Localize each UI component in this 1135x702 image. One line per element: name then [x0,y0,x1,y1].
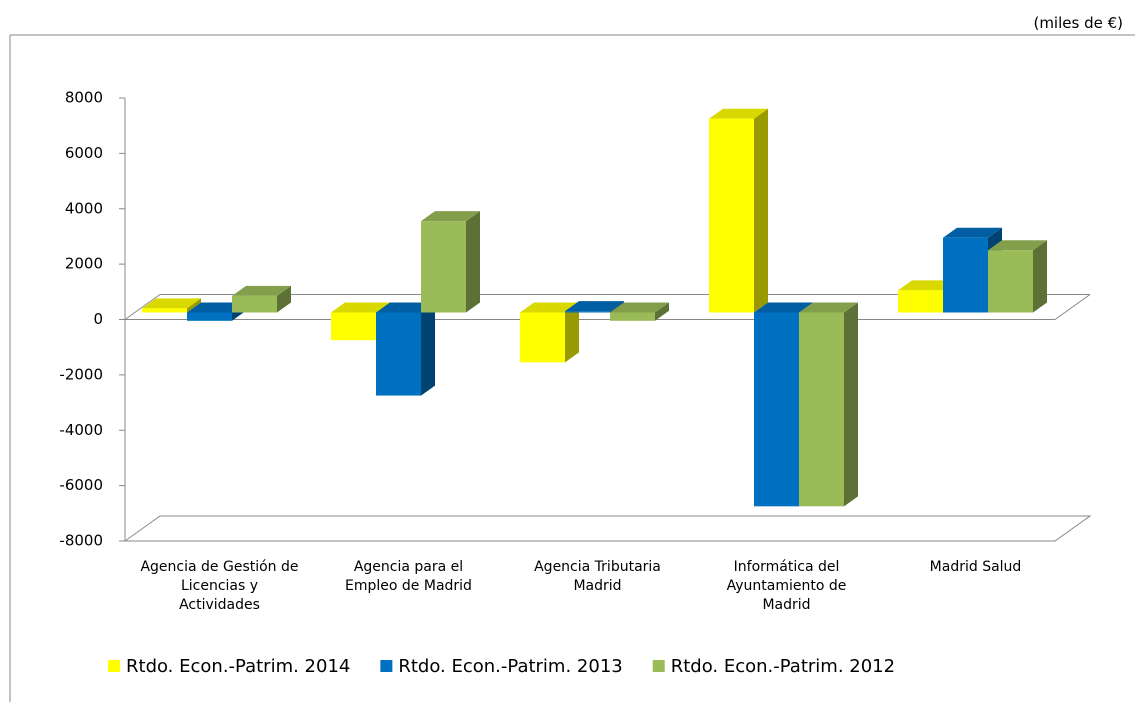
legend-label: Rtdo. Econ.-Patrim. 2014 [126,656,350,677]
bar-top [799,302,858,313]
x-tick-label: Agencia de Gestión de Licencias y Activi… [140,559,299,613]
bar [331,312,376,341]
bar-top [610,302,669,313]
bar [799,312,844,507]
bar-side [754,108,768,313]
chart-border [9,34,1135,702]
bar-top [421,211,480,222]
bar-top [232,285,291,296]
bar-side [565,302,579,363]
bar-side [610,301,624,313]
legend-label: Rtdo. Econ.-Patrim. 2012 [671,656,895,677]
bar-top [988,240,1047,251]
bar-top [709,108,768,119]
y-tick-label: 2000 [65,255,103,273]
bar-top [376,302,435,313]
bar-side [466,211,480,313]
legend-label: Rtdo. Econ.-Patrim. 2013 [398,656,622,677]
bar-top [331,302,390,313]
bar-top [187,302,246,313]
bar [232,295,277,313]
unit-note: (miles de €) [1033,14,1123,32]
legend-swatch [108,660,120,672]
bar-side [655,302,669,321]
x-tick-label: Agencia para el Empleo de Madrid [345,559,472,594]
y-tick-label: 8000 [65,89,103,107]
bar [898,290,943,313]
x-tick-label: Informática del Ayuntamiento de Madrid [726,559,847,613]
bar [754,312,799,507]
bar [421,221,466,313]
y-tick-label: 0 [93,310,103,328]
bar [565,311,610,313]
y-tick-label: 4000 [65,199,103,217]
bar [943,237,988,313]
bar-top [565,301,624,312]
bar-side [187,298,201,313]
bar-side [277,285,291,313]
bar [187,312,232,321]
bar-top [520,302,579,313]
bar-top [142,298,201,309]
bar-side [844,302,858,507]
bar [142,308,187,313]
y-tick-label: -8000 [59,532,103,550]
x-tick-label: Agencia Tributaria Madrid [534,559,661,594]
bar-top [754,302,813,313]
legend-swatch [652,660,665,672]
bar [610,312,655,321]
bar-side [1033,240,1047,313]
y-tick-label: -6000 [59,476,103,494]
bar-side [421,302,435,396]
bar [520,312,565,363]
bar-top [943,227,1002,238]
x-tick-label: Madrid Salud [929,559,1022,575]
bar [376,312,421,396]
bar-top [898,280,957,291]
y-tick-label: -4000 [59,421,103,439]
bar [709,118,754,313]
y-tick-label: 6000 [65,144,103,162]
bar [988,250,1033,313]
legend-swatch [380,660,393,672]
y-tick-label: -2000 [59,365,103,383]
floor [123,515,1092,542]
